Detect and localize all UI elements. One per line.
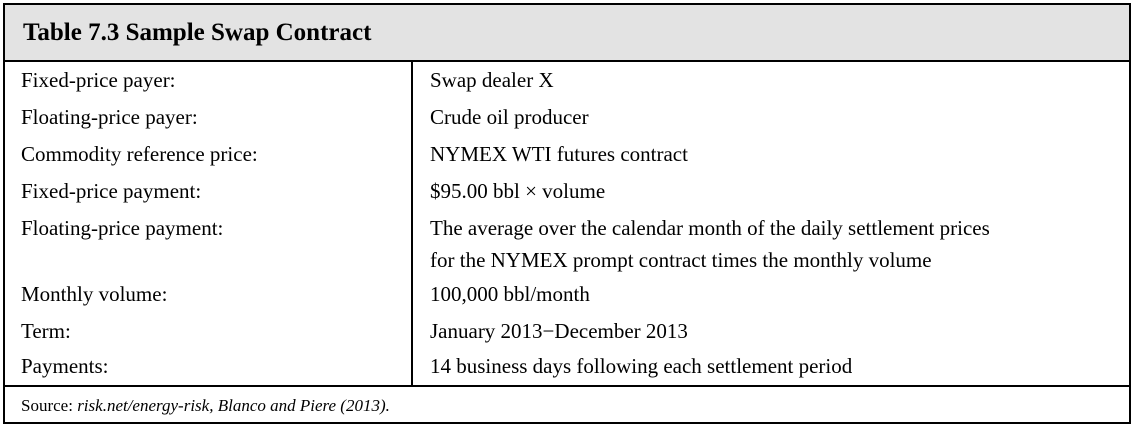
row-value: Swap dealer X <box>430 66 1125 94</box>
row-value-line: $95.00 bbl × volume <box>430 179 606 203</box>
row-value: January 2013−December 2013 <box>430 317 1125 345</box>
row-label: Fixed-price payment: <box>21 179 202 203</box>
row-value-line: January 2013−December 2013 <box>430 319 688 343</box>
row-label: Payments: <box>21 354 109 378</box>
row-value-line: Swap dealer X <box>430 68 554 92</box>
row-label: Monthly volume: <box>21 282 168 306</box>
table-title-bar: Table 7.3 Sample Swap Contract <box>5 5 1129 62</box>
table-body: Fixed-price payer: Swap dealer X Floatin… <box>5 62 1129 387</box>
row-value-line: for the NYMEX prompt contract times the … <box>430 248 932 272</box>
row-value-line: Crude oil producer <box>430 105 589 129</box>
row-value: 100,000 bbl/month <box>430 280 1125 308</box>
row-label: Commodity reference price: <box>21 142 258 166</box>
row-value: 14 business days following each settleme… <box>430 352 1125 380</box>
row-value-line: NYMEX WTI futures contract <box>430 142 688 166</box>
row-value-line: The average over the calendar month of t… <box>430 216 990 240</box>
row-label: Fixed-price payer: <box>21 68 176 92</box>
source-prefix: Source: <box>21 396 78 415</box>
row-value-line: 14 business days following each settleme… <box>430 354 853 378</box>
row-label: Term: <box>21 319 71 343</box>
row-label: Floating-price payer: <box>21 105 198 129</box>
row-value: $95.00 bbl × volume <box>430 177 1125 205</box>
row-label: Floating-price payment: <box>21 216 224 240</box>
table-title: Table 7.3 Sample Swap Contract <box>23 19 372 46</box>
table-source-note: Source: risk.net/energy-risk, Blanco and… <box>21 395 390 417</box>
row-value: Crude oil producer <box>430 103 1125 131</box>
column-divider <box>411 62 413 385</box>
row-value: The average over the calendar month of t… <box>430 214 1125 274</box>
source-citation: risk.net/energy-risk, Blanco and Piere (… <box>77 396 390 415</box>
row-value-line: 100,000 bbl/month <box>430 282 590 306</box>
row-value: NYMEX WTI futures contract <box>430 140 1125 168</box>
swap-contract-table: Table 7.3 Sample Swap Contract Fixed-pri… <box>3 3 1131 424</box>
